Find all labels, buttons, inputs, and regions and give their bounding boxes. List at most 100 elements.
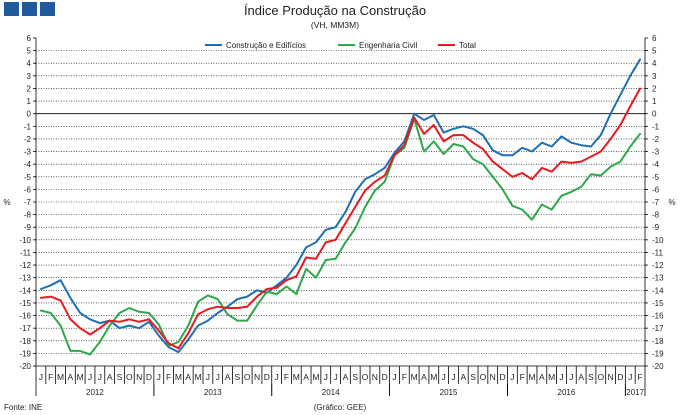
y-tick-label: 5: [27, 47, 32, 56]
y-tick-label: -4: [652, 160, 660, 169]
y-tick-label: -7: [652, 198, 660, 207]
x-month-label: M: [411, 372, 418, 382]
x-month-label: M: [528, 372, 535, 382]
y-tick-label: -10: [652, 236, 664, 245]
x-month-label: J: [157, 372, 161, 382]
x-month-label: A: [578, 372, 584, 382]
series-line: [39, 87, 642, 350]
x-month-label: J: [451, 372, 455, 382]
x-month-label: M: [175, 372, 182, 382]
x-month-label: O: [597, 372, 604, 382]
y-tick-label: -20: [652, 362, 664, 371]
x-month-label: N: [608, 372, 614, 382]
x-month-label: S: [117, 372, 123, 382]
x-month-label: N: [254, 372, 260, 382]
x-month-label: S: [352, 372, 358, 382]
series-line: [39, 58, 642, 354]
y-axis-right-label: %: [668, 198, 675, 207]
x-month-label: N: [372, 372, 378, 382]
x-month-label: J: [442, 372, 446, 382]
y-tick-label: -18: [19, 337, 31, 346]
y-tick-label: -14: [19, 286, 31, 295]
y-tick-label: -15: [652, 299, 664, 308]
x-month-label: J: [206, 372, 210, 382]
x-month-label: A: [68, 372, 74, 382]
y-tick-label: 4: [652, 59, 657, 68]
x-month-label: A: [107, 372, 113, 382]
y-axis-left-label: %: [3, 198, 10, 207]
chart-legend: Construção e Edifícios Engenharia Civil To…: [205, 41, 476, 50]
x-month-label: J: [39, 372, 43, 382]
x-month-label: D: [617, 372, 623, 382]
chart-title: Índice Produção na Construção: [244, 3, 426, 18]
legend-label: Engenharia Civil: [359, 41, 417, 50]
y-tick-label: -2: [24, 135, 32, 144]
x-year-label: 2013: [204, 388, 222, 397]
x-month-label: A: [460, 372, 466, 382]
x-month-label: J: [88, 372, 92, 382]
x-month-label: M: [548, 372, 555, 382]
x-month-label: J: [333, 372, 337, 382]
y-tick-label: -1: [24, 122, 32, 131]
y-tick-label: -13: [19, 274, 31, 283]
x-month-label: J: [559, 372, 563, 382]
legend-label: Construção e Edifícios: [226, 41, 306, 50]
x-month-label: A: [421, 372, 427, 382]
y-tick-label: -5: [24, 173, 32, 182]
y-tick-label: 2: [27, 84, 32, 93]
y-tick-label: -6: [24, 185, 32, 194]
x-month-label: N: [490, 372, 496, 382]
credit-note: (Gráfico: GEE): [314, 403, 367, 412]
y-tick-label: -1: [652, 122, 660, 131]
y-tick-label: 6: [652, 34, 657, 43]
x-month-label: S: [470, 372, 476, 382]
y-tick-label: -6: [652, 185, 660, 194]
x-month-label: F: [402, 372, 407, 382]
y-tick-label: -16: [19, 312, 31, 321]
x-month-label: J: [324, 372, 328, 382]
y-axis-left: 6 5 4 3 2 1 0 -1 -2 -3 -4 -5 -6 -7 -8 -9 -10 -11 -12 -13 -14…: [19, 34, 36, 371]
legend-label: Total: [459, 41, 476, 50]
y-tick-label: -10: [19, 236, 31, 245]
y-tick-label: 4: [27, 59, 32, 68]
grid-lines: [35, 38, 646, 367]
x-month-label: S: [235, 372, 241, 382]
x-month-label: M: [430, 372, 437, 382]
y-tick-label: -11: [652, 248, 664, 257]
header-badge: [22, 2, 37, 16]
y-tick-label: 3: [652, 72, 657, 81]
x-month-label: M: [195, 372, 202, 382]
x-month-label: J: [510, 372, 514, 382]
x-month-label: O: [244, 372, 251, 382]
x-month-label: O: [362, 372, 369, 382]
x-month-label: M: [312, 372, 319, 382]
y-tick-label: -19: [19, 349, 31, 358]
x-month-label: M: [77, 372, 84, 382]
x-year-label: 2015: [440, 388, 458, 397]
x-year-label: 2012: [86, 388, 104, 397]
y-tick-label: -20: [19, 362, 31, 371]
x-month-label: J: [569, 372, 573, 382]
x-month-label: D: [500, 372, 506, 382]
y-tick-label: 5: [652, 47, 657, 56]
x-month-label: F: [637, 372, 642, 382]
x-month-label: F: [166, 372, 171, 382]
y-tick-label: -16: [652, 312, 664, 321]
x-month-label: M: [57, 372, 64, 382]
x-month-label: D: [264, 372, 270, 382]
y-tick-label: -18: [652, 337, 664, 346]
chart-subtitle: (VH, MM3M): [311, 20, 359, 30]
y-tick-label: -3: [24, 148, 32, 157]
y-tick-label: 6: [27, 34, 32, 43]
x-month-label: D: [146, 372, 152, 382]
y-tick-label: -8: [652, 211, 660, 220]
x-month-label: J: [275, 372, 279, 382]
x-month-label: A: [185, 372, 191, 382]
x-year-label: 2017: [626, 388, 644, 397]
y-tick-label: -17: [19, 324, 31, 333]
x-month-label: S: [588, 372, 594, 382]
x-month-label: D: [382, 372, 388, 382]
series-line: [39, 117, 642, 356]
